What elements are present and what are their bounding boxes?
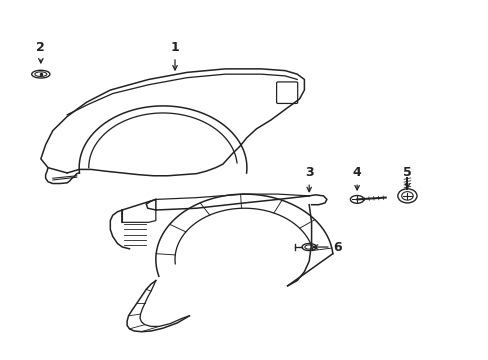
- Text: 3: 3: [304, 166, 313, 192]
- Text: 5: 5: [402, 166, 411, 188]
- Text: 1: 1: [170, 41, 179, 70]
- Text: 4: 4: [352, 166, 361, 190]
- Text: 2: 2: [37, 41, 45, 63]
- Text: 6: 6: [313, 240, 342, 253]
